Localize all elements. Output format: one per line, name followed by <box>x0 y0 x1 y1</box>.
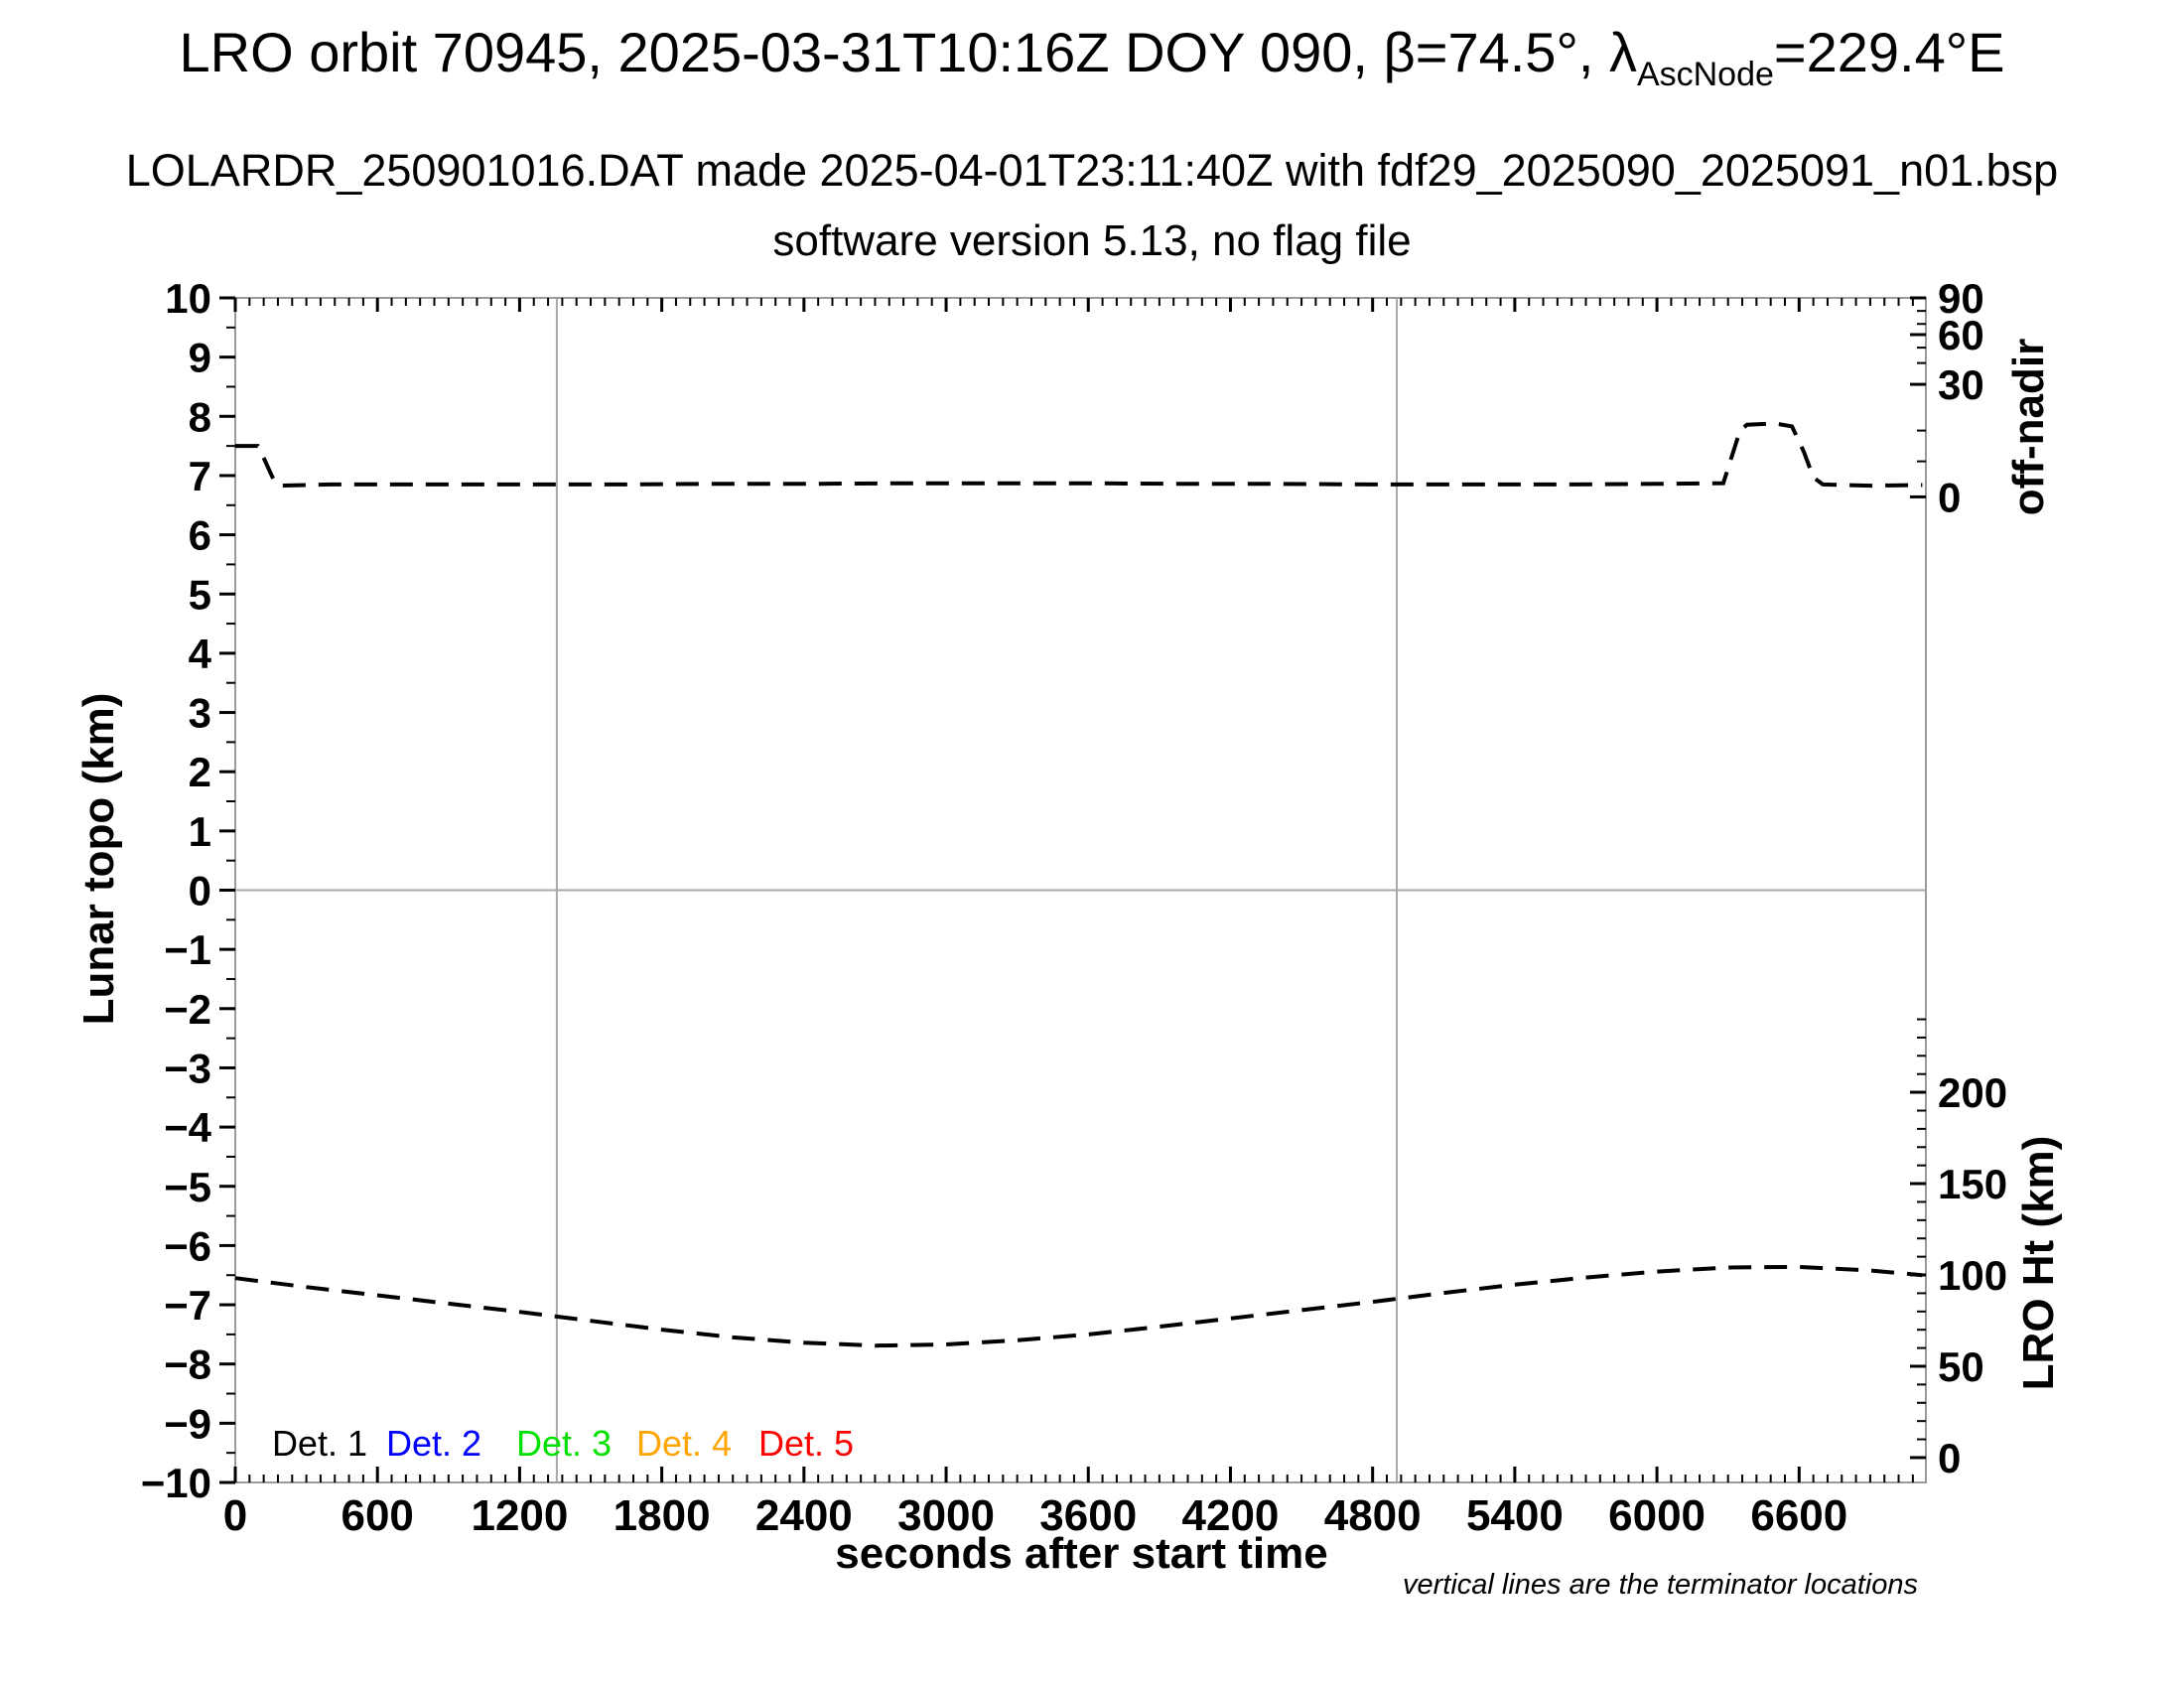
legend-det-2: Det. 2 <box>386 1423 481 1464</box>
y-left-tick-label: 4 <box>189 631 212 677</box>
legend-det-5: Det. 5 <box>758 1423 854 1464</box>
x-tick-label: 3600 <box>1039 1491 1137 1540</box>
y-left-tick-label: 3 <box>189 690 211 737</box>
y-left-tick-label: −2 <box>164 986 211 1033</box>
y-left-tick-label: −9 <box>164 1400 211 1447</box>
x-tick-label: 4200 <box>1182 1491 1280 1540</box>
y-left-tick-label: −1 <box>164 926 211 973</box>
y-left-tick-label: −7 <box>164 1282 211 1329</box>
terminator-footnote: vertical lines are the terminator locati… <box>1402 1569 1918 1601</box>
x-tick-label: 1200 <box>471 1491 568 1540</box>
y-left-tick-label: −10 <box>141 1460 211 1506</box>
y-left-tick-label: −5 <box>164 1164 211 1210</box>
y-left-tick-label: 10 <box>165 275 211 322</box>
plot-title-subscript: AscNode <box>1636 56 1774 93</box>
x-tick-label: 0 <box>223 1491 247 1540</box>
y-left-tick-label: 2 <box>189 749 211 795</box>
y-left-tick-label: 1 <box>189 808 211 855</box>
off-nadir-tick-label: 60 <box>1938 312 1984 358</box>
x-tick-label: 4800 <box>1324 1491 1422 1540</box>
lro-ht-tick-label: 200 <box>1938 1069 2007 1116</box>
y-left-axis-title: Lunar topo (km) <box>74 692 123 1026</box>
x-tick-label: 1800 <box>614 1491 711 1540</box>
x-tick-label: 2400 <box>755 1491 853 1540</box>
legend-det-1: Det. 1 <box>272 1423 367 1464</box>
x-tick-label: 5400 <box>1466 1491 1564 1540</box>
x-tick-label: 3000 <box>897 1491 995 1540</box>
y-left-tick-label: −4 <box>164 1104 212 1151</box>
plot-title: LRO orbit 70945, 2025-03-31T10:16Z DOY 0… <box>0 20 2184 94</box>
y-left-tick-label: −3 <box>164 1045 211 1091</box>
y-left-tick-label: 6 <box>189 512 211 559</box>
y-left-tick-label: −6 <box>164 1222 211 1269</box>
plot-subtitle-version: software version 5.13, no flag file <box>772 216 1412 265</box>
x-tick-label: 6600 <box>1750 1491 1847 1540</box>
lro-ht-tick-label: 150 <box>1938 1161 2007 1207</box>
legend-det-4: Det. 4 <box>636 1423 732 1464</box>
lro-ht-tick-label: 0 <box>1938 1435 1961 1481</box>
y-left-tick-label: 9 <box>189 335 211 381</box>
y-left-tick-label: 0 <box>189 868 211 914</box>
x-axis-title: seconds after start time <box>835 1529 1328 1578</box>
x-tick-label: 600 <box>341 1491 413 1540</box>
y-left-tick-label: 5 <box>189 571 211 618</box>
series-lro-height <box>234 1264 1923 1348</box>
plot-title-main: LRO orbit 70945, 2025-03-31T10:16Z DOY 0… <box>179 21 1637 83</box>
x-tick-label: 6000 <box>1608 1491 1706 1540</box>
y-left-tick-label: −8 <box>164 1341 211 1388</box>
off-nadir-tick-label: 30 <box>1938 361 1984 408</box>
off-nadir-tick-label: 0 <box>1938 474 1961 520</box>
off-nadir-tick-label: 90 <box>1938 275 1984 322</box>
plot-title-end: =229.4°E <box>1773 21 2005 83</box>
off-nadir-axis-title: off-nadir <box>2004 338 2053 516</box>
y-left-tick-label: 8 <box>189 393 211 440</box>
lro-ht-tick-label: 50 <box>1938 1343 1984 1390</box>
lro-ht-axis-title: LRO Ht (km) <box>2014 1135 2063 1391</box>
lro-ht-tick-label: 100 <box>1938 1252 2007 1299</box>
legend-det-3: Det. 3 <box>516 1423 612 1464</box>
series-off-nadir-angle <box>235 421 1923 489</box>
y-left-tick-label: 7 <box>189 453 211 499</box>
plot-subtitle-file: LOLARDR_250901016.DAT made 2025-04-01T23… <box>125 145 2059 196</box>
